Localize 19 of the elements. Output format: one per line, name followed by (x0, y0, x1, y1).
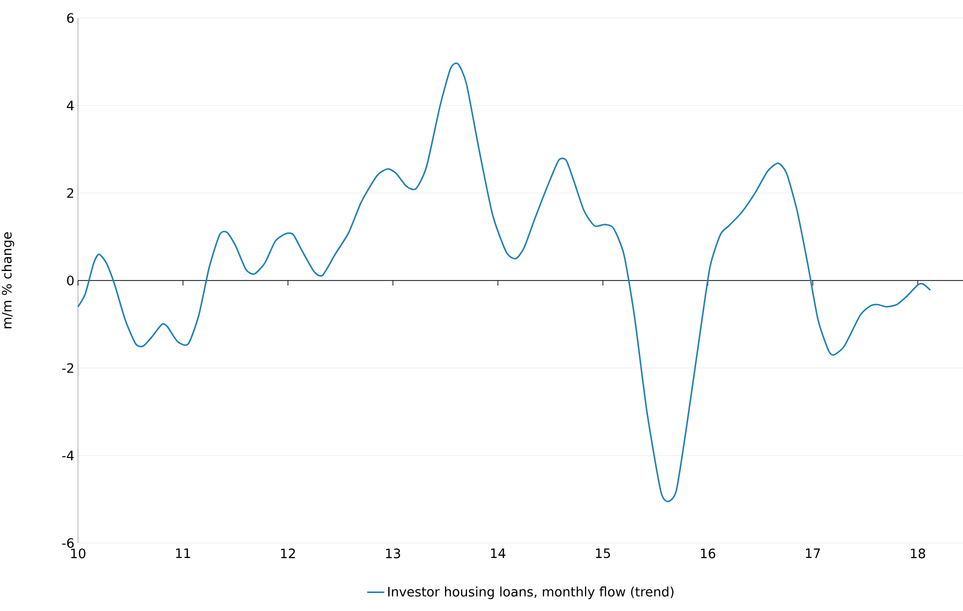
x-tick-label: 17 (806, 548, 820, 558)
y-tick-label: -2 (62, 363, 74, 373)
y-tick-label: 0 (67, 276, 74, 286)
x-tick-label: 16 (701, 548, 716, 558)
legend-label: Investor housing loans, monthly flow (trend) (388, 586, 674, 600)
y-axis-title: m/m % change (2, 232, 14, 328)
x-tick-label: 11 (176, 548, 190, 558)
x-tick-label: 10 (71, 548, 86, 558)
x-tick-label: 14 (491, 548, 506, 558)
x-tick-label: 15 (596, 548, 610, 558)
y-tick-label: 6 (67, 13, 74, 23)
y-tick-label: -4 (62, 450, 74, 460)
y-tick-label: 2 (67, 188, 74, 198)
y-tick-label: -6 (62, 538, 74, 548)
x-tick-label: 13 (386, 548, 400, 558)
line-series (77, 63, 932, 502)
x-tick-label: 18 (910, 548, 926, 558)
x-tick-label: 12 (281, 548, 295, 558)
y-tick-label: 4 (66, 100, 74, 110)
